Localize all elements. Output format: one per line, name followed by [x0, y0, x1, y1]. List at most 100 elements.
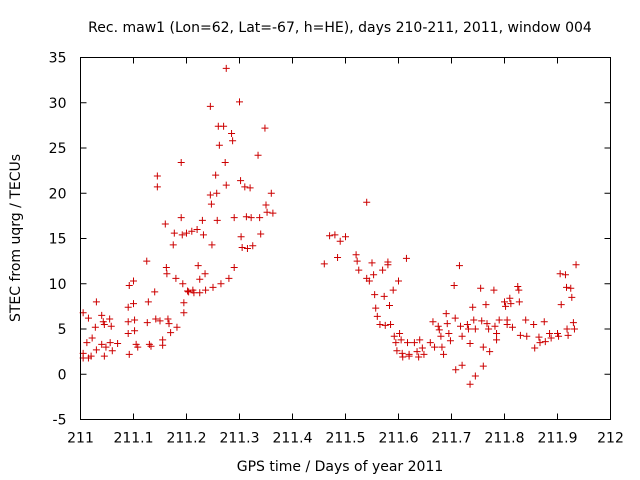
data-point: [478, 317, 486, 325]
data-point: [397, 336, 405, 344]
data-point: [567, 284, 575, 292]
data-point: [455, 262, 463, 270]
data-point: [405, 352, 413, 360]
data-point: [404, 339, 412, 347]
data-point: [535, 333, 543, 341]
data-point: [151, 288, 159, 296]
data-point: [100, 320, 108, 328]
data-point: [106, 315, 114, 323]
data-point: [153, 172, 161, 180]
data-point: [443, 320, 451, 328]
data-point: [546, 330, 554, 338]
data-point: [165, 320, 173, 328]
data-point: [418, 344, 426, 352]
data-point: [84, 314, 92, 322]
plot-frame: [80, 57, 611, 420]
data-point: [196, 275, 204, 283]
data-point: [161, 220, 169, 228]
data-point: [206, 191, 214, 199]
data-point: [569, 319, 577, 327]
data-point: [508, 323, 516, 331]
data-point: [143, 319, 151, 327]
data-point: [482, 301, 490, 309]
data-point: [516, 331, 524, 339]
data-point: [208, 241, 216, 249]
data-point: [169, 241, 177, 249]
data-point: [241, 183, 249, 191]
data-point: [514, 282, 522, 290]
data-point: [183, 229, 190, 237]
data-points: [79, 64, 580, 388]
data-point: [172, 274, 180, 282]
data-point: [471, 372, 479, 380]
data-point: [370, 271, 378, 279]
data-point: [207, 200, 215, 208]
data-point: [466, 380, 474, 388]
data-point: [431, 343, 439, 351]
data-point: [572, 261, 580, 269]
data-point: [194, 262, 202, 270]
data-point: [402, 254, 410, 262]
data-point: [222, 64, 230, 72]
data-point: [188, 227, 196, 235]
data-point: [180, 299, 188, 307]
data-point: [179, 280, 187, 288]
data-point: [506, 294, 514, 302]
data-point: [451, 314, 459, 322]
data-point: [471, 325, 479, 333]
data-point: [269, 209, 277, 217]
data-point: [143, 257, 151, 265]
data-point: [393, 347, 401, 355]
data-point: [380, 292, 388, 300]
data-point: [199, 231, 207, 239]
data-point: [177, 158, 185, 166]
data-point: [236, 98, 243, 106]
data-point: [536, 339, 544, 347]
x-tick-label: 211.7: [431, 431, 471, 447]
data-point: [159, 341, 167, 349]
data-point: [395, 277, 402, 285]
data-point: [262, 201, 270, 209]
data-point: [173, 323, 181, 331]
data-point: [561, 271, 569, 279]
data-point: [415, 353, 423, 361]
data-point: [373, 312, 381, 320]
data-point: [131, 316, 139, 324]
data-point: [507, 300, 515, 308]
data-point: [87, 352, 95, 360]
data-point: [523, 332, 531, 340]
data-point: [230, 214, 238, 222]
x-tick-label: 211.2: [166, 431, 206, 447]
data-point: [413, 348, 421, 356]
data-point: [209, 283, 217, 291]
x-tick-label: 211.1: [113, 431, 153, 447]
data-point: [92, 298, 100, 306]
data-point: [446, 337, 454, 345]
y-tick-label: 5: [58, 322, 67, 338]
data-point: [530, 320, 538, 328]
data-point: [131, 327, 139, 335]
data-point: [437, 332, 445, 340]
data-point: [91, 323, 99, 331]
y-tick-label: 30: [49, 96, 67, 112]
data-point: [184, 287, 192, 295]
x-tick-label: 211.4: [272, 431, 312, 447]
data-point: [152, 315, 160, 323]
data-point: [263, 208, 271, 216]
data-point: [243, 244, 251, 252]
data-point: [493, 336, 501, 344]
data-point: [185, 288, 193, 296]
data-point: [167, 329, 175, 337]
data-point: [180, 309, 188, 317]
data-point: [215, 141, 223, 149]
data-point: [212, 171, 220, 179]
data-point: [156, 317, 164, 325]
data-point: [220, 122, 228, 130]
data-point: [563, 325, 571, 333]
data-point: [392, 339, 400, 347]
y-tick-label: 15: [49, 232, 67, 248]
data-point: [491, 322, 499, 330]
data-point: [568, 293, 576, 301]
data-point: [153, 183, 161, 191]
data-point: [541, 338, 549, 346]
